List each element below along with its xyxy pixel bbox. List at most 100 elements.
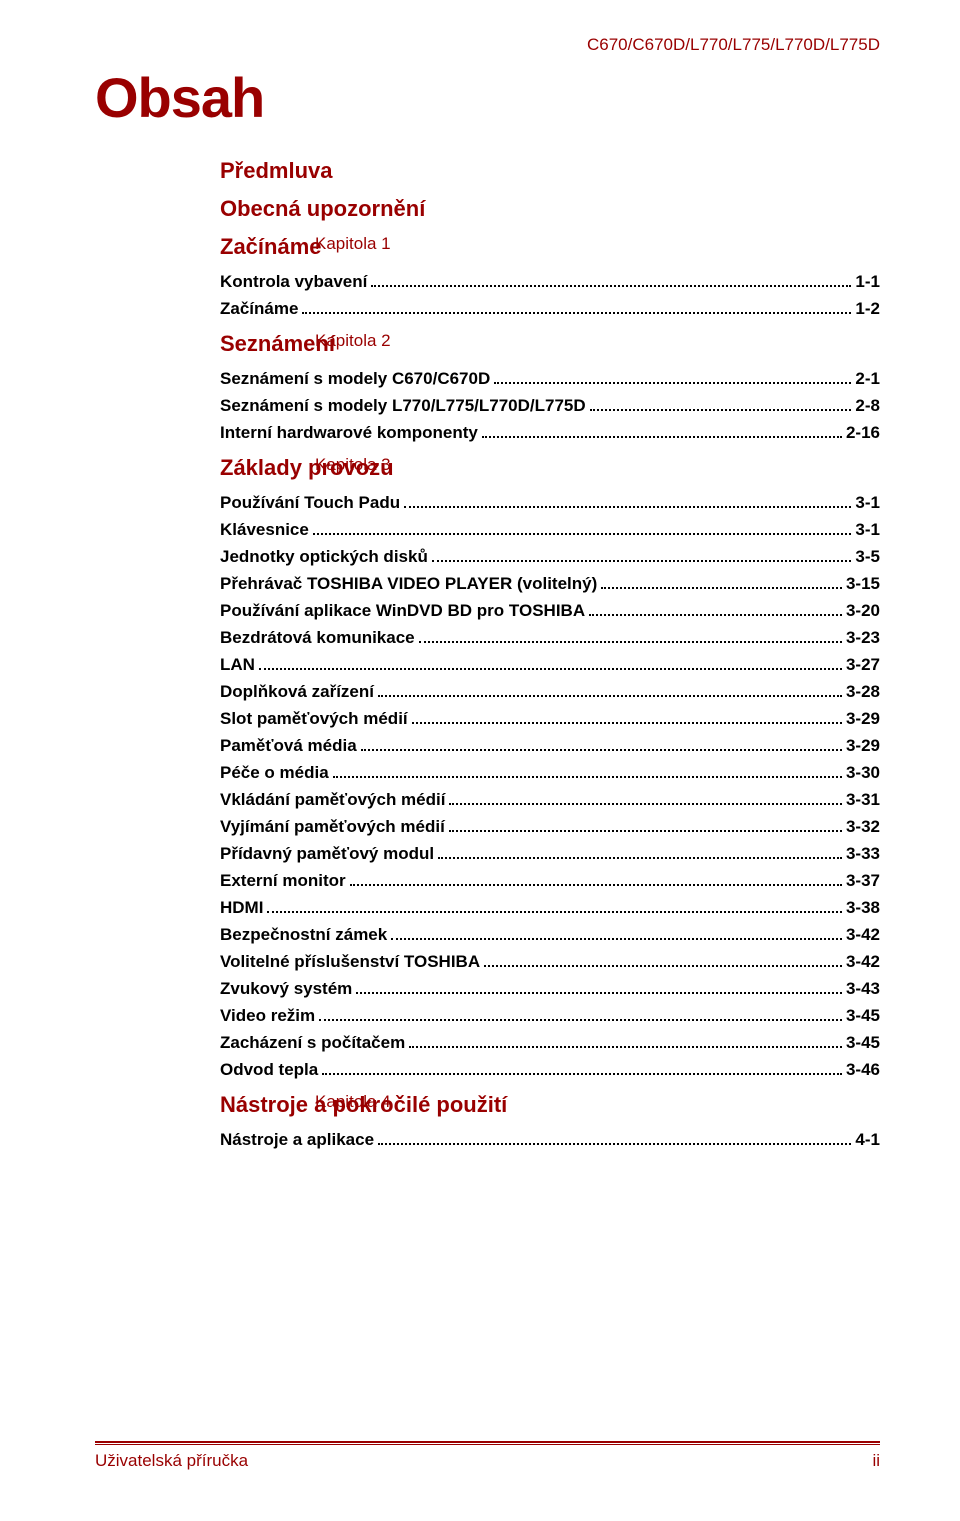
toc-row[interactable]: Externí monitor 3-37 <box>220 871 880 891</box>
toc-leader-dots <box>361 749 842 751</box>
chapter-block: Kapitola 1 Začínáme Kontrola vybavení1-1 Za… <box>220 234 880 319</box>
toc-row[interactable]: Bezdrátová komunikace 3-23 <box>220 628 880 648</box>
toc-row[interactable]: LAN 3-27 <box>220 655 880 675</box>
toc-row[interactable]: Bezpečnostní zámek 3-42 <box>220 925 880 945</box>
toc-item-page: 4-1 <box>855 1130 880 1150</box>
toc-leader-dots <box>449 830 842 832</box>
toc-item-page: 3-37 <box>846 871 880 891</box>
toc-leader-dots <box>302 312 851 314</box>
footer-right-text: ii <box>872 1451 880 1471</box>
chapter-label: Kapitola 1 <box>315 234 391 254</box>
toc-leader-dots <box>319 1019 842 1021</box>
toc-item-label: Přídavný paměťový modul <box>220 844 434 864</box>
toc-item-label: Vyjímání paměťových médií <box>220 817 445 837</box>
toc-item-label: Doplňková zařízení <box>220 682 374 702</box>
toc-row[interactable]: Klávesnice 3-1 <box>220 520 880 540</box>
toc-row[interactable]: Nástroje a aplikace4-1 <box>220 1130 880 1150</box>
toc-item-label: LAN <box>220 655 255 675</box>
toc-leader-dots <box>419 641 842 643</box>
page-title: Obsah <box>95 65 880 130</box>
toc-row[interactable]: Seznámení s modely C670/C670D2-1 <box>220 369 880 389</box>
toc-row[interactable]: Odvod tepla 3-46 <box>220 1060 880 1080</box>
toc-item-label: Slot paměťových médií <box>220 709 408 729</box>
page-footer: Uživatelská příručka ii <box>95 1441 880 1471</box>
toc-item-label: HDMI <box>220 898 263 918</box>
footer-rule <box>95 1441 880 1445</box>
toc-item-label: Péče o média <box>220 763 329 783</box>
toc-row[interactable]: Používání Touch Padu 3-1 <box>220 493 880 513</box>
toc-item-label: Vkládání paměťových médií <box>220 790 445 810</box>
toc-item-page: 3-46 <box>846 1060 880 1080</box>
toc-item-label: Začínáme <box>220 299 298 319</box>
toc-item-page: 1-1 <box>855 272 880 292</box>
toc-item-page: 3-42 <box>846 925 880 945</box>
toc-item-page: 3-1 <box>855 520 880 540</box>
chapter-label: Kapitola 2 <box>315 331 391 351</box>
toc-item-page: 3-30 <box>846 763 880 783</box>
toc-row[interactable]: Přehrávač TOSHIBA VIDEO PLAYER (voliteln… <box>220 574 880 594</box>
toc-row[interactable]: Používání aplikace WinDVD BD pro TOSHIBA… <box>220 601 880 621</box>
chapter-block: Kapitola 3Základy provozuPoužívání Touch… <box>220 455 880 1080</box>
toc-row[interactable]: Vyjímání paměťových médií3-32 <box>220 817 880 837</box>
toc-leader-dots <box>259 668 842 670</box>
toc-leader-dots <box>412 722 842 724</box>
toc-leader-dots <box>438 857 842 859</box>
toc-item-label: Bezpečnostní zámek <box>220 925 387 945</box>
toc-row[interactable]: Přídavný paměťový modul3-33 <box>220 844 880 864</box>
toc-row[interactable]: Doplňková zařízení 3-28 <box>220 682 880 702</box>
toc-item-label: Seznámení s modely L770/L775/L770D/L775D <box>220 396 586 416</box>
toc-leader-dots <box>378 695 842 697</box>
toc-item-page: 3-45 <box>846 1033 880 1053</box>
general-notice-heading[interactable]: Obecná upozornění <box>220 196 880 222</box>
toc-item-page: 3-31 <box>846 790 880 810</box>
toc-row[interactable]: Interní hardwarové komponenty2-16 <box>220 423 880 443</box>
toc-item-page: 3-27 <box>846 655 880 675</box>
toc-item-label: Externí monitor <box>220 871 346 891</box>
toc-row[interactable]: Péče o média 3-30 <box>220 763 880 783</box>
toc-item-page: 3-45 <box>846 1006 880 1026</box>
toc-item-label: Paměťová média <box>220 736 357 756</box>
toc-row[interactable]: Video režim3-45 <box>220 1006 880 1026</box>
toc-leader-dots <box>404 506 851 508</box>
toc-item-label: Používání Touch Padu <box>220 493 400 513</box>
toc-row[interactable]: HDMI3-38 <box>220 898 880 918</box>
toc-item-page: 3-15 <box>846 574 880 594</box>
toc-item-label: Bezdrátová komunikace <box>220 628 415 648</box>
toc-content: Předmluva Obecná upozornění Kapitola 1 Za… <box>95 158 880 1150</box>
toc-item-label: Přehrávač TOSHIBA VIDEO PLAYER (voliteln… <box>220 574 597 594</box>
toc-item-label: Používání aplikace WinDVD BD pro TOSHIBA <box>220 601 585 621</box>
toc-item-page: 3-29 <box>846 709 880 729</box>
toc-row[interactable]: Zvukový systém3-43 <box>220 979 880 999</box>
toc-row[interactable]: Kontrola vybavení1-1 <box>220 272 880 292</box>
toc-item-page: 3-23 <box>846 628 880 648</box>
toc-row[interactable]: Slot paměťových médií 3-29 <box>220 709 880 729</box>
toc-row[interactable]: Seznámení s modely L770/L775/L770D/L775D… <box>220 396 880 416</box>
chapter-block: Kapitola 4Nástroje a pokročilé použitíNá… <box>220 1092 880 1150</box>
header-model: C670/C670D/L770/L775/L770D/L775D <box>95 35 880 55</box>
preface-heading[interactable]: Předmluva <box>220 158 880 184</box>
toc-item-page: 3-29 <box>846 736 880 756</box>
toc-row[interactable]: Začínáme 1-2 <box>220 299 880 319</box>
toc-item-label: Odvod tepla <box>220 1060 318 1080</box>
toc-item-page: 3-28 <box>846 682 880 702</box>
toc-row[interactable]: Jednotky optických disků3-5 <box>220 547 880 567</box>
footer-left-text: Uživatelská příručka <box>95 1451 248 1471</box>
toc-row[interactable]: Zacházení s počítačem 3-45 <box>220 1033 880 1053</box>
toc-row[interactable]: Vkládání paměťových médií 3-31 <box>220 790 880 810</box>
toc-leader-dots <box>267 911 842 913</box>
toc-leader-dots <box>378 1143 851 1145</box>
toc-item-page: 3-1 <box>855 493 880 513</box>
toc-leader-dots <box>391 938 842 940</box>
toc-item-label: Zacházení s počítačem <box>220 1033 405 1053</box>
toc-item-label: Klávesnice <box>220 520 309 540</box>
toc-leader-dots <box>371 285 851 287</box>
toc-item-page: 3-42 <box>846 952 880 972</box>
toc-leader-dots <box>590 409 852 411</box>
toc-row[interactable]: Volitelné příslušenství TOSHIBA3-42 <box>220 952 880 972</box>
toc-leader-dots <box>432 560 852 562</box>
toc-row[interactable]: Paměťová média 3-29 <box>220 736 880 756</box>
toc-leader-dots <box>482 436 842 438</box>
toc-item-page: 1-2 <box>855 299 880 319</box>
toc-leader-dots <box>356 992 842 994</box>
toc-leader-dots <box>409 1046 842 1048</box>
